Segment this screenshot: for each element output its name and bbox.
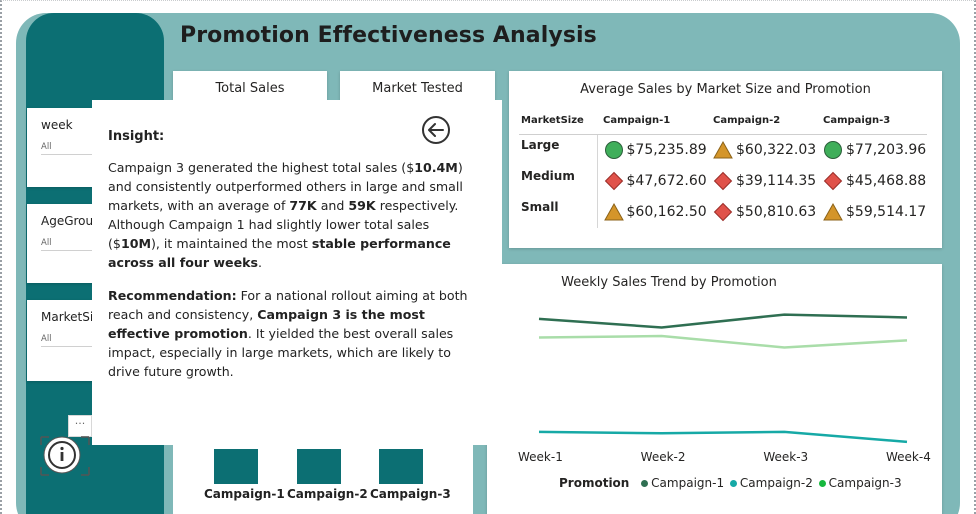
yellow-triangle-icon <box>713 141 736 159</box>
series-line-campaign-1[interactable] <box>538 313 908 329</box>
line-chart <box>538 313 908 444</box>
green-circle-icon <box>604 141 627 160</box>
matrix-row-small: Small $60,162.50 $50,810.63 $59,514.17 <box>519 196 927 228</box>
slicer-marketsize[interactable]: MarketSi All <box>27 300 141 381</box>
bar-label-campaign-3: Campaign-3 <box>370 487 451 501</box>
kpi-total-sales-label: Total Sales <box>215 81 285 96</box>
series-line-campaign-2[interactable] <box>538 430 908 444</box>
more-options-button[interactable]: ... <box>68 415 92 437</box>
matrix-row-label: Large <box>519 134 598 166</box>
slicer-agegroup[interactable]: AgeGroup All <box>27 204 141 283</box>
slicer-week-label: week <box>41 118 73 132</box>
legend-title: Promotion <box>559 476 630 490</box>
line-chart-card: Weekly Sales Trend by Promotion Week-1 We… <box>487 264 942 514</box>
matrix-cell-value: $45,468.88 <box>846 173 927 189</box>
slicer-agegroup-value[interactable]: All <box>41 238 141 251</box>
matrix-cell-value: $47,672.60 <box>626 173 707 189</box>
matrix-cell: $75,235.89 <box>597 135 707 166</box>
matrix-cell: $47,672.60 <box>597 166 707 197</box>
matrix-cell-value: $39,114.35 <box>736 173 817 189</box>
red-diamond-icon <box>604 171 627 191</box>
x-tick-label: Week-3 <box>763 450 809 464</box>
bar-label-campaign-1: Campaign-1 <box>204 487 285 501</box>
yellow-triangle-icon <box>823 202 846 221</box>
matrix-cell: $45,468.88 <box>817 166 927 197</box>
matrix-row-medium: Medium $47,672.60 $39,114.35 $45,468.88 <box>519 165 927 197</box>
matrix-cell-value: $59,514.17 <box>846 204 927 220</box>
matrix-row-large: Large $75,235.89 $60,322.03 $77,203.96 <box>519 134 927 166</box>
legend-item-campaign-2[interactable]: Campaign-2 <box>728 476 813 490</box>
red-diamond-icon <box>823 171 846 191</box>
green-circle-icon <box>823 141 846 160</box>
legend-label-campaign-1: Campaign-1 <box>651 476 725 490</box>
recommendation-paragraph: Recommendation: For a national rollout a… <box>108 288 468 379</box>
legend-label-campaign-3: Campaign-3 <box>828 476 902 490</box>
line-chart-title: Weekly Sales Trend by Promotion <box>561 275 777 290</box>
page-title: Promotion Effectiveness Analysis <box>180 23 597 48</box>
insight-paragraph: Campaign 3 generated the highest total s… <box>108 160 463 270</box>
matrix-cell: $77,203.96 <box>817 135 927 166</box>
legend-label-campaign-2: Campaign-2 <box>739 476 813 490</box>
yellow-triangle-icon <box>603 202 627 221</box>
matrix-cell: $50,810.63 <box>707 197 817 228</box>
matrix-row-label: Small <box>519 196 598 228</box>
red-diamond-icon <box>713 202 736 222</box>
kpi-market-tested-label: Market Tested <box>372 81 463 96</box>
matrix-cell-value: $50,810.63 <box>736 204 817 220</box>
matrix-col-campaign-3: Campaign-3 <box>817 115 927 135</box>
back-arrow-icon[interactable] <box>421 115 451 145</box>
legend-item-campaign-3[interactable]: Campaign-3 <box>817 476 902 490</box>
insight-heading: Insight: <box>108 129 165 144</box>
slicer-week-value[interactable]: All <box>41 142 141 155</box>
matrix-col-campaign-1: Campaign-1 <box>597 115 707 135</box>
matrix-cell-value: $75,235.89 <box>626 142 707 159</box>
matrix-cell: $60,322.03 <box>707 135 817 166</box>
x-tick-label: Week-4 <box>886 450 931 464</box>
matrix-cell: $60,162.50 <box>597 197 707 228</box>
slicer-week[interactable]: week All <box>27 108 141 187</box>
slicer-marketsize-value[interactable]: All <box>41 334 141 347</box>
matrix-card: Average Sales by Market Size and Promoti… <box>509 71 942 248</box>
matrix-cell-value: $60,162.50 <box>626 204 707 220</box>
bar-campaign-2[interactable] <box>297 449 341 484</box>
red-diamond-icon <box>713 171 736 191</box>
x-tick-label: Week-1 <box>518 450 563 464</box>
slicer-marketsize-label: MarketSi <box>41 310 94 324</box>
x-tick-label: Week-2 <box>640 450 686 464</box>
matrix-title: Average Sales by Market Size and Promoti… <box>580 82 871 97</box>
bar-campaign-1[interactable] <box>214 449 258 484</box>
bar-label-campaign-2: Campaign-2 <box>287 487 368 501</box>
matrix-cell: $39,114.35 <box>707 166 817 197</box>
series-line-campaign-3[interactable] <box>538 334 908 349</box>
matrix-cell: $59,514.17 <box>817 197 927 228</box>
slicer-agegroup-label: AgeGroup <box>41 214 101 228</box>
matrix-table: MarketSize Campaign-1 Campaign-2 Campaig… <box>519 115 927 228</box>
info-button-icon[interactable] <box>39 435 91 477</box>
matrix-row-label: Medium <box>519 165 598 197</box>
matrix-col-campaign-2: Campaign-2 <box>707 115 817 135</box>
line-chart-legend: Promotion Campaign-1 Campaign-2 Campaign… <box>559 476 902 490</box>
matrix-cell-value: $77,203.96 <box>846 142 927 159</box>
matrix-cell-value: $60,322.03 <box>736 142 817 159</box>
legend-item-campaign-1[interactable]: Campaign-1 <box>639 476 724 490</box>
insight-popup: Insight: Campaign 3 generated the highes… <box>92 100 502 445</box>
matrix-row-header: MarketSize <box>519 115 597 135</box>
bar-campaign-3[interactable] <box>379 449 423 484</box>
